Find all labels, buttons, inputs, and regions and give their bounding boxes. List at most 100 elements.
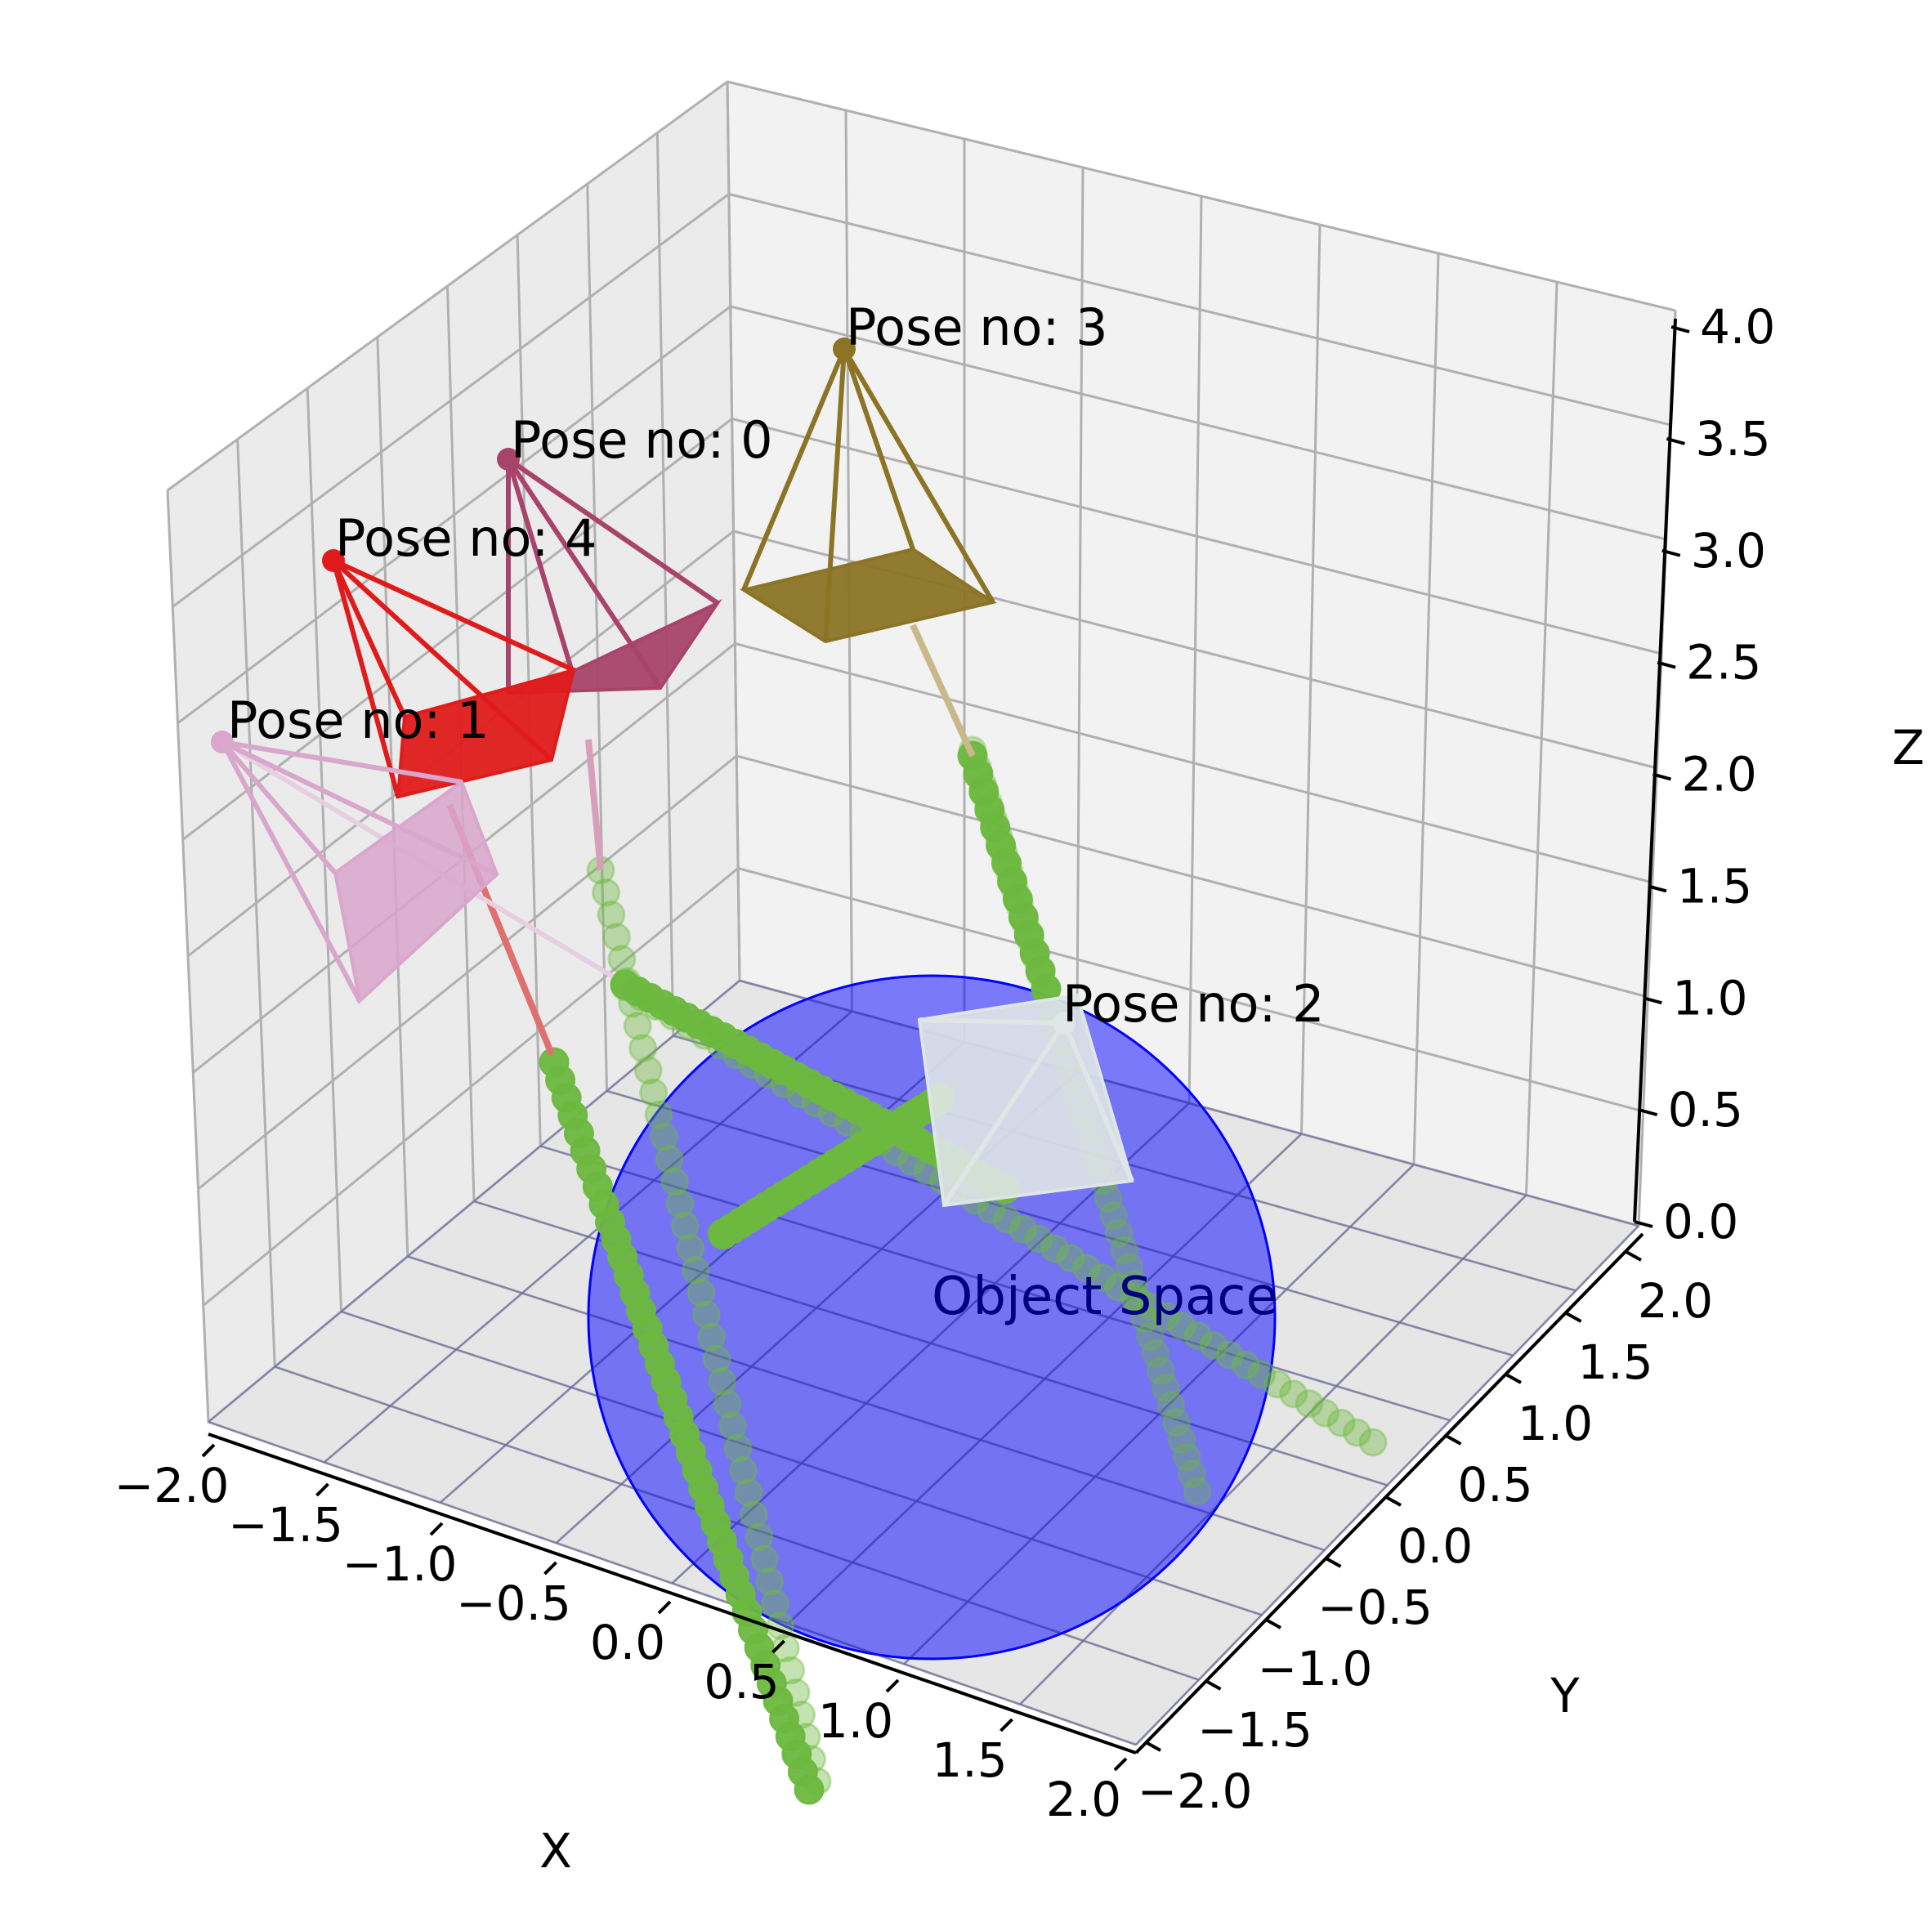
y-axis-tick: [1265, 1618, 1281, 1629]
ray-point: [639, 1078, 669, 1107]
ray-point: [633, 1056, 663, 1085]
ray-point: [1120, 1282, 1149, 1312]
pose-2-camera: [917, 993, 1134, 1208]
ray-point: [1152, 1373, 1181, 1402]
ray-point: [691, 1300, 721, 1330]
ray-point: [602, 923, 631, 952]
y-axis-tick-label: 0.0: [1398, 1518, 1473, 1574]
pose-4-camera: [322, 549, 576, 799]
z-axis-tick-label: 2.0: [1682, 747, 1757, 802]
ray-point: [1247, 1360, 1277, 1389]
ray-point: [1343, 1418, 1371, 1447]
ray-point: [1120, 1270, 1149, 1299]
pose-0-camera-edge: [506, 458, 575, 673]
y-axis-tick: [1626, 1250, 1642, 1262]
x-axis-tick-label: 1.0: [818, 1693, 893, 1749]
object-space-label: Object Space: [932, 1267, 1278, 1327]
y-axis-tick-label: 0.5: [1457, 1457, 1532, 1513]
pose-1-camera-edge: [220, 740, 362, 1003]
ray-point: [1172, 1442, 1201, 1472]
z-axis-tick-label: 0.0: [1663, 1194, 1738, 1249]
z-axis-tick: [1643, 996, 1662, 1005]
z-axis-tick: [1652, 772, 1672, 781]
z-axis-tick: [1639, 1108, 1658, 1117]
ray-point: [1199, 1331, 1228, 1360]
floor-grid-line: [539, 1145, 1451, 1422]
ray-point: [1056, 1244, 1085, 1273]
x-axis-tick: [429, 1522, 444, 1536]
ray-point: [1130, 1304, 1160, 1334]
y-axis-tick-label: −1.5: [1197, 1702, 1313, 1758]
z-axis-tick: [1666, 436, 1685, 445]
ray-point: [718, 1411, 748, 1441]
ray-point: [650, 1122, 679, 1151]
ray-point: [660, 1167, 689, 1196]
ray-point: [655, 1145, 684, 1173]
y-axis-tick-label: −0.5: [1317, 1580, 1433, 1635]
z-axis-tick-label: 3.5: [1695, 411, 1770, 467]
ray-point: [1167, 1312, 1196, 1341]
grid-line: [376, 337, 409, 1257]
ray-point: [713, 1389, 742, 1419]
ray-point: [794, 1774, 825, 1805]
y-axis-ticks: −2.0−1.5 −1.0 −0.5 0.00.5 1.0 1.52.0: [1138, 1250, 1713, 1819]
grid-line: [166, 489, 210, 1423]
grid-line: [236, 439, 276, 1367]
z-axis-tick-label: 1.5: [1677, 858, 1752, 914]
pose-3-camera-center: [833, 337, 856, 360]
ray-point: [1104, 1218, 1134, 1248]
ray-point: [1156, 1391, 1186, 1419]
pose-2-camera-edge: [919, 1017, 1065, 1026]
pose-1-camera-edge: [220, 740, 338, 874]
ray-point: [1311, 1398, 1340, 1428]
x-axis-line: [208, 1433, 1137, 1754]
z-axis-tick-label: 3.0: [1691, 523, 1766, 579]
x-axis-tick: [885, 1678, 900, 1693]
ray-point: [1358, 1428, 1388, 1457]
z-axis-tick: [1670, 325, 1690, 333]
pose-4-camera-edge: [332, 558, 575, 673]
pose-0-camera-edge: [506, 458, 663, 690]
ray-point: [992, 1205, 1022, 1234]
ray-point: [592, 878, 620, 907]
ray-point: [697, 1322, 727, 1352]
x-axis-tick: [201, 1443, 216, 1458]
grid-line: [172, 193, 730, 608]
ray-point: [686, 1278, 716, 1307]
x-axis-ticks: −2.0−1.5−1.0−0.5 0.0 0.5 1.0 1.5 2.0: [114, 1443, 1128, 1827]
pose-3-camera: [739, 337, 997, 644]
ray-point: [1024, 1224, 1053, 1254]
x-axis-tick: [543, 1561, 557, 1576]
ray-point: [1099, 1201, 1129, 1230]
pose-0-camera-center: [497, 448, 520, 471]
pose-3-camera-edge: [842, 348, 915, 550]
x-axis-tick: [315, 1482, 329, 1497]
x-axis-tick-label: −1.5: [228, 1497, 343, 1553]
pose-4-camera-edge: [331, 558, 554, 762]
pose-3-camera-edge: [823, 348, 847, 642]
ray-point: [1135, 1321, 1165, 1351]
y-axis-tick: [1325, 1557, 1342, 1568]
grid-line: [1525, 281, 1559, 1196]
ray-point: [676, 1233, 705, 1263]
ray-point: [734, 1478, 763, 1507]
ray-point: [1161, 1408, 1191, 1437]
camera-poses: [211, 337, 1134, 1208]
pose-2-camera-edge: [941, 1021, 1067, 1207]
x-axis-tick: [1000, 1718, 1013, 1732]
x-axis-tick-label: −0.5: [456, 1576, 571, 1631]
pose-1-camera: [211, 731, 499, 1004]
ray-point: [1279, 1379, 1308, 1409]
ray-point: [1295, 1389, 1324, 1419]
z-axis-tick-label: 0.5: [1668, 1082, 1743, 1138]
z-axis-tick: [1648, 884, 1667, 893]
ray-point: [1146, 1356, 1175, 1385]
z-axis-tick: [1657, 660, 1676, 669]
ray-point: [1178, 1459, 1207, 1489]
ray-point: [1135, 1292, 1165, 1321]
floor-grid-line: [208, 980, 740, 1423]
grid-line: [731, 418, 1662, 655]
ray-point: [670, 1211, 700, 1240]
grid-line: [727, 80, 1676, 312]
